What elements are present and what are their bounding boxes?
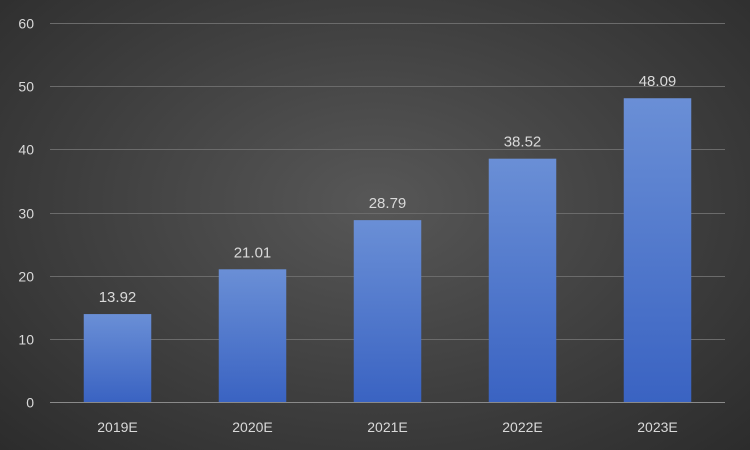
y-tick-label: 20 — [18, 269, 34, 285]
y-tick-label: 30 — [18, 206, 34, 222]
data-label-2021E: 28.79 — [369, 195, 407, 212]
data-label-2022E: 38.52 — [504, 134, 542, 151]
data-labels: 13.92 21.01 28.79 38.52 48.09 — [99, 73, 677, 306]
x-tick-label-2020E: 2020E — [232, 419, 272, 435]
y-tick-label: 60 — [18, 16, 34, 32]
data-label-2019E: 13.92 — [99, 289, 137, 306]
bars — [83, 98, 692, 402]
x-tick-label-2021E: 2021E — [367, 419, 407, 435]
y-tick-label: 50 — [18, 79, 34, 95]
x-tick-label-2023E: 2023E — [637, 419, 677, 435]
bar-2021E — [353, 220, 422, 402]
bar-2023E — [623, 98, 692, 402]
y-tick-label: 0 — [26, 395, 34, 411]
bar-2019E — [83, 314, 152, 402]
y-tick-label: 10 — [18, 332, 34, 348]
x-tick-label-2022E: 2022E — [502, 419, 542, 435]
bar-2022E — [488, 158, 557, 402]
y-axis-ticks: 0 10 20 30 40 50 60 — [18, 16, 34, 411]
data-label-2023E: 48.09 — [639, 73, 677, 90]
bar-2020E — [218, 269, 287, 402]
y-tick-label: 40 — [18, 142, 34, 158]
x-tick-label-2019E: 2019E — [97, 419, 137, 435]
data-label-2020E: 21.01 — [234, 244, 272, 261]
x-axis-ticks: 2019E 2020E 2021E 2022E 2023E — [97, 419, 677, 435]
